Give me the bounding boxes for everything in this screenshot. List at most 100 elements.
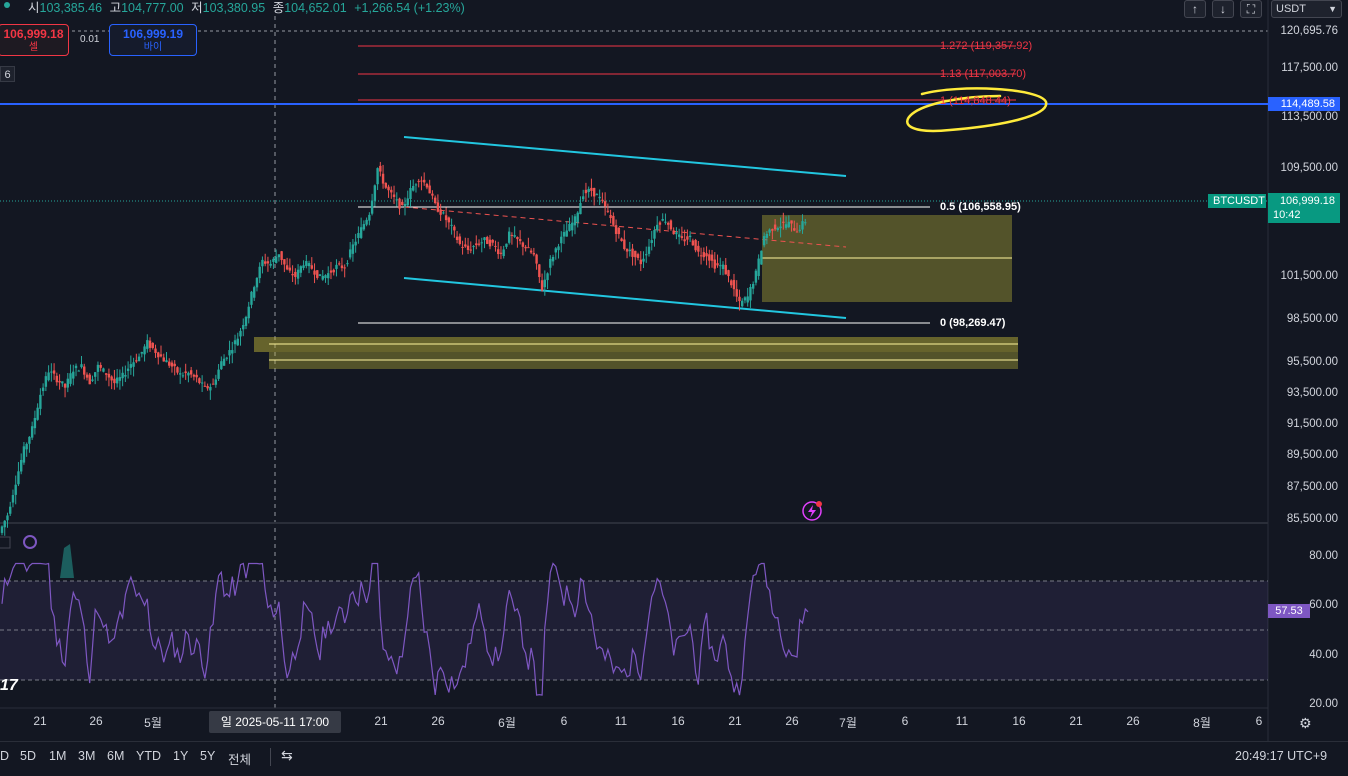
go-to-date-icon[interactable]: ⇆: [281, 747, 293, 763]
range-button-6m[interactable]: 6M: [107, 749, 125, 763]
time-label: 26: [785, 714, 799, 728]
candle-body: [176, 367, 179, 373]
candle-body: [560, 236, 563, 244]
last-price-badge: 106,999.18 10:42: [1268, 193, 1340, 223]
candle-body: [779, 226, 782, 229]
candle-body: [765, 233, 769, 238]
candle-body: [804, 222, 807, 224]
sell-button[interactable]: 106,999.18 셀: [0, 24, 69, 56]
candle-body: [787, 221, 791, 228]
candle-body: [239, 330, 242, 337]
candle-body: [672, 230, 675, 235]
candle-body: [631, 248, 634, 257]
candle-body: [439, 209, 442, 215]
candle-body: [187, 372, 190, 376]
candle-body: [762, 236, 766, 246]
candle-body: [634, 250, 637, 258]
ohlc-legend: 시103,385.46 고104,777.00 저103,380.95 종104…: [28, 0, 469, 16]
candle-body: [135, 360, 138, 362]
candle-body: [480, 242, 483, 244]
candle-body: [469, 249, 472, 251]
candle-body: [225, 357, 229, 359]
range-button-1y[interactable]: 1Y: [173, 749, 189, 763]
candle-body: [61, 381, 64, 384]
candle-body: [113, 378, 116, 384]
candle-body: [228, 350, 231, 356]
range-button-all[interactable]: 전체: [228, 753, 252, 767]
price-label: 109,500.00: [1280, 162, 1338, 174]
candle-body: [17, 471, 20, 485]
candle-body: [233, 340, 237, 345]
sell-price: 106,999.18: [3, 27, 64, 41]
candle-body: [573, 216, 577, 226]
candle-body: [650, 240, 653, 244]
candle-body: [568, 223, 571, 231]
candle-body: [801, 221, 804, 230]
range-button-5y[interactable]: 5Y: [200, 749, 216, 763]
time-label: 11: [614, 714, 628, 728]
time-label: 8월: [1193, 716, 1211, 730]
candle-body: [370, 200, 374, 214]
candle-body: [472, 246, 475, 248]
candle-body: [601, 199, 604, 201]
candle-body: [327, 273, 330, 279]
candle-body: [571, 222, 574, 231]
range-button-d[interactable]: D: [0, 749, 10, 763]
range-button-1m[interactable]: 1M: [49, 749, 67, 763]
settings-gear-icon[interactable]: ⚙: [1299, 715, 1312, 731]
candle-body: [455, 236, 459, 241]
candle-body: [96, 364, 100, 372]
candle-body: [532, 252, 536, 255]
candle-body: [483, 237, 486, 241]
range-button-5d[interactable]: 5D: [20, 749, 36, 763]
candle-body: [115, 377, 119, 384]
candle-body: [379, 165, 382, 172]
candle-body: [645, 254, 648, 256]
candle-body: [357, 233, 360, 238]
candle-body: [173, 363, 176, 367]
scroll-down-button[interactable]: ↓: [1212, 0, 1234, 18]
candle-body: [351, 244, 355, 254]
fullscreen-button[interactable]: ⛶: [1240, 0, 1262, 18]
candle-body: [735, 289, 738, 297]
chevron-down-icon: ▼: [1328, 4, 1337, 14]
candle-body: [310, 265, 313, 269]
scroll-up-button[interactable]: ↑: [1184, 0, 1206, 18]
buy-button[interactable]: 106,999.19 바이: [109, 24, 197, 56]
rsi-axis-label: 80.00: [1309, 550, 1338, 562]
range-button-3m[interactable]: 3M: [78, 749, 96, 763]
candle-body: [507, 231, 511, 243]
candle-body: [538, 264, 541, 278]
lot-size-input[interactable]: 6: [0, 66, 15, 82]
candle-body: [730, 280, 733, 286]
time-label: 7월: [839, 716, 857, 730]
candle-body: [540, 280, 544, 291]
candle-body: [546, 273, 549, 281]
candle-body: [362, 224, 366, 230]
currency-select[interactable]: USDT ▼: [1271, 0, 1342, 18]
candle-body: [99, 364, 102, 368]
candle-body: [324, 275, 327, 279]
candle-body: [6, 515, 9, 521]
candle-body: [94, 372, 97, 377]
candle-body: [368, 214, 371, 221]
candle-body: [184, 371, 187, 374]
candle-body: [121, 372, 124, 379]
spread-value: 0.01: [80, 34, 100, 45]
time-label: 6: [901, 714, 909, 728]
candle-body: [724, 264, 727, 275]
rsi-axis-label: 60.00: [1309, 599, 1338, 611]
close-label: 종: [272, 1, 285, 15]
candle-body: [250, 291, 253, 305]
candle-body: [231, 350, 234, 354]
time-label: 26: [431, 714, 445, 728]
candle-body: [132, 362, 135, 367]
candle-body: [214, 379, 218, 385]
candle-body: [104, 373, 108, 375]
candle-body: [741, 300, 744, 307]
candle-body: [137, 356, 141, 362]
candle-body: [296, 269, 300, 279]
candle-body: [661, 218, 664, 221]
range-button-ytd[interactable]: YTD: [136, 749, 161, 763]
